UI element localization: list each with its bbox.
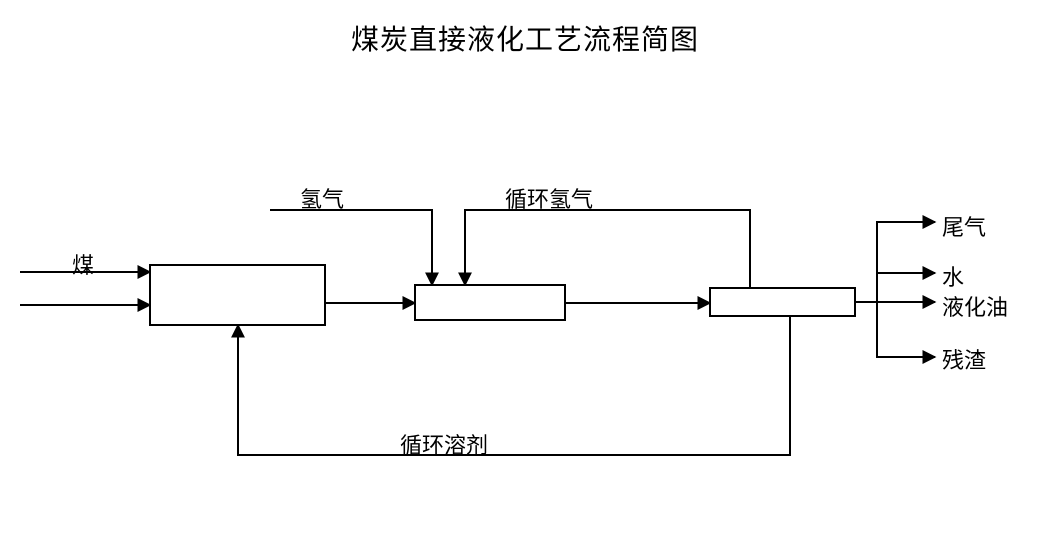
- label-hydrogen: 氢气: [300, 182, 344, 214]
- label-coal: 煤: [72, 248, 94, 280]
- edge-out_tail_gas: [877, 222, 935, 302]
- label-water: 水: [942, 260, 964, 292]
- edge-out_residue: [877, 302, 935, 357]
- label-residue: 残渣: [942, 343, 986, 375]
- label-recycle_solvent: 循环溶剂: [400, 428, 488, 460]
- label-tail_gas: 尾气: [942, 210, 986, 242]
- label-recycle_h2: 循环氢气: [505, 182, 593, 214]
- node-box3: [710, 288, 855, 316]
- edge-recycle_h2: [465, 210, 750, 288]
- node-box1: [150, 265, 325, 325]
- edge-recycle_solvent: [238, 316, 790, 455]
- label-liquefied_oil: 液化油: [942, 290, 1008, 322]
- edge-out_water: [877, 273, 935, 302]
- flow-diagram: [0, 0, 1050, 560]
- node-box2: [415, 285, 565, 320]
